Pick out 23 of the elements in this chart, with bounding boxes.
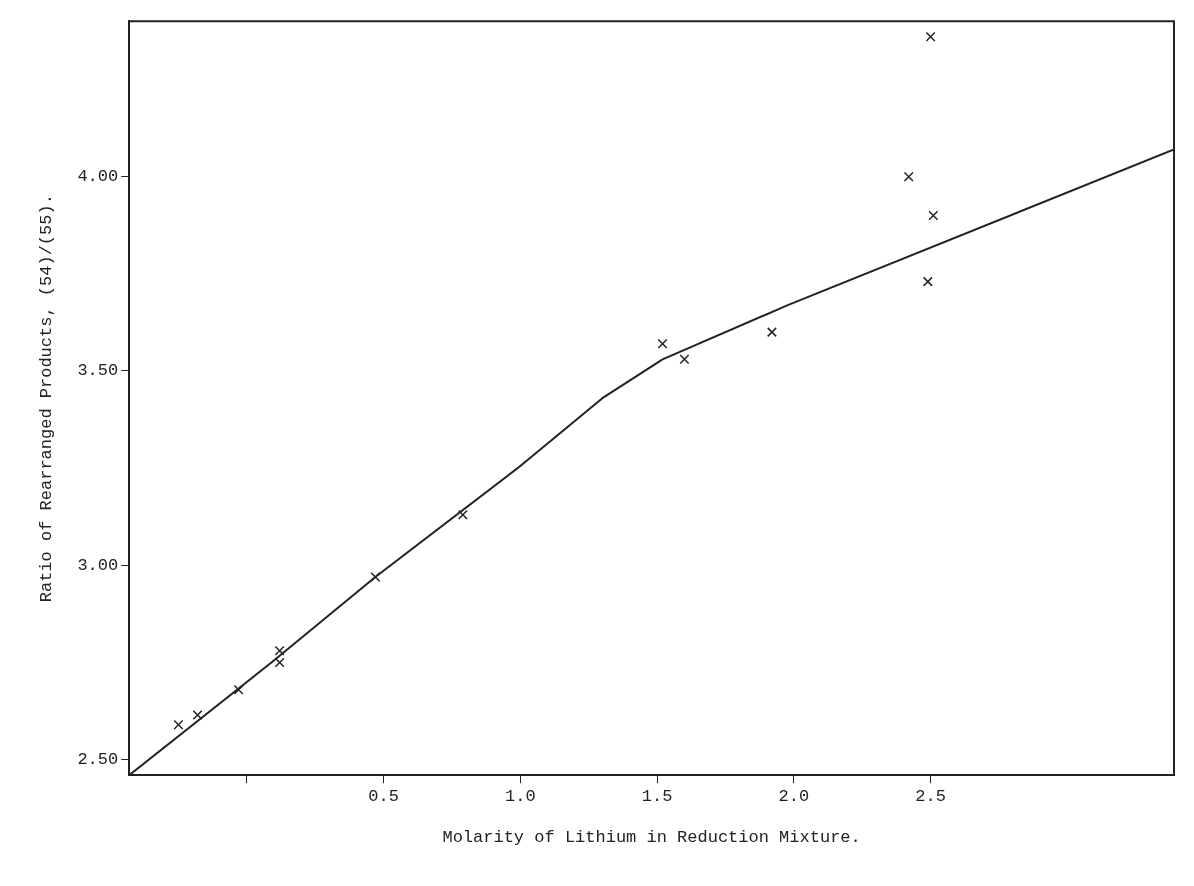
point bbox=[903, 171, 914, 182]
point bbox=[192, 709, 203, 720]
y-axis-title: Ratio of Rearranged Products, (54)/(55). bbox=[36, 194, 56, 603]
x-tick-label: 1.0 bbox=[505, 786, 536, 806]
point bbox=[370, 571, 381, 582]
x-axis-title: Molarity of Lithium in Reduction Mixture. bbox=[442, 828, 861, 848]
point bbox=[679, 354, 690, 365]
point bbox=[766, 327, 777, 338]
point bbox=[233, 684, 244, 695]
y-tick-label: 2.50 bbox=[77, 750, 119, 770]
point bbox=[657, 338, 668, 349]
x-tick-label: 2.5 bbox=[915, 786, 946, 806]
point bbox=[922, 276, 933, 287]
y-tick-label: 3.00 bbox=[77, 555, 119, 575]
x-tick-label: 2.0 bbox=[778, 786, 810, 806]
point bbox=[457, 509, 468, 520]
y-tick-label: 3.50 bbox=[77, 361, 119, 381]
point bbox=[173, 719, 184, 730]
x-tick-label: 1.5 bbox=[641, 786, 673, 806]
y-tick-label: 4.00 bbox=[77, 167, 119, 187]
x-tick-label: 0.5 bbox=[368, 786, 399, 806]
point bbox=[928, 210, 939, 221]
point bbox=[925, 31, 936, 42]
